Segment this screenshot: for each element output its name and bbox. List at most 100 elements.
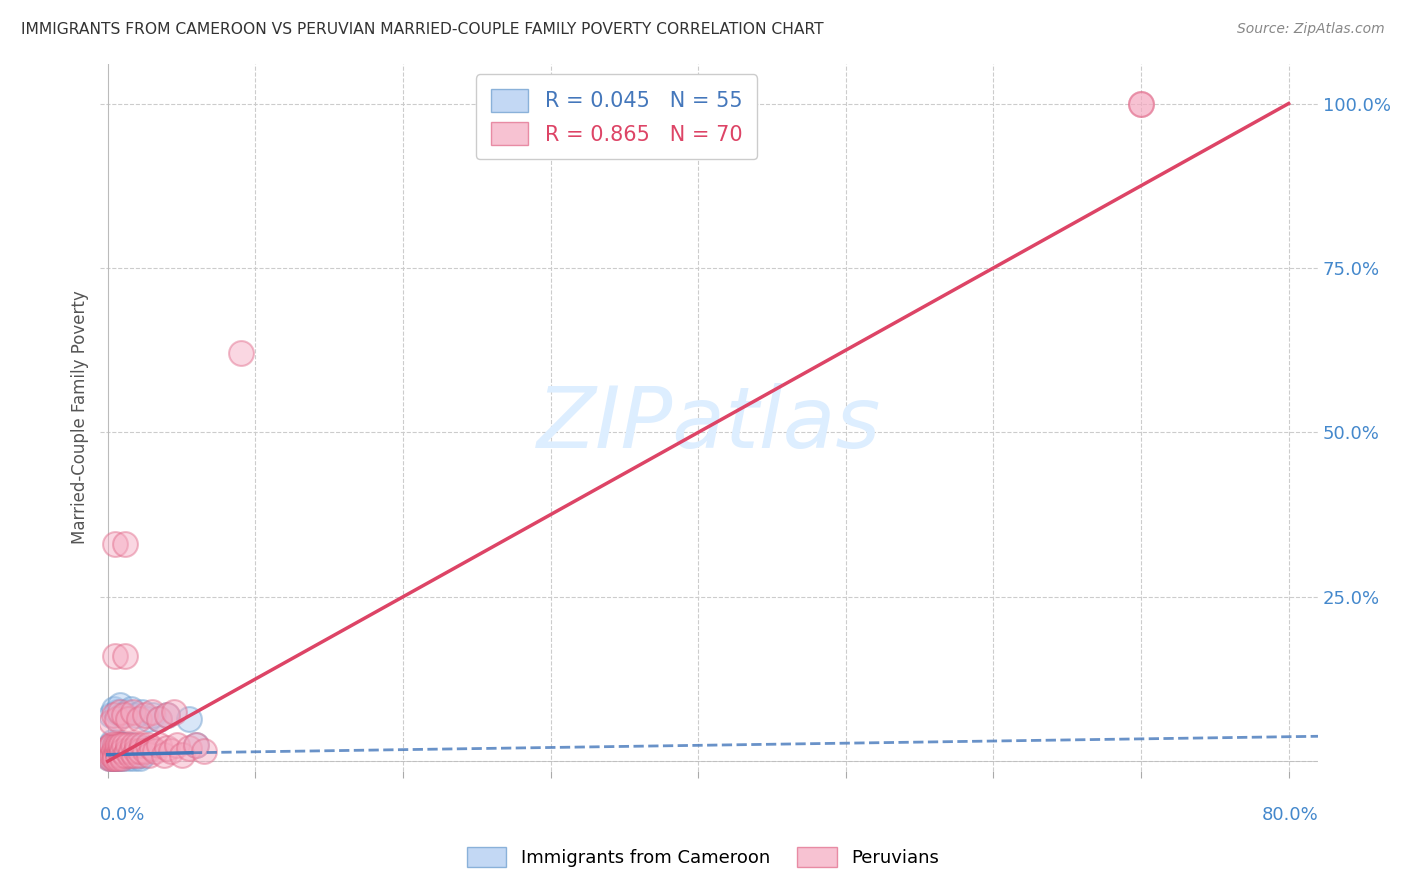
Point (170, 747, 193, 762)
Point (120, 701, 142, 715)
Point (100, 747, 122, 762)
Point (118, 744, 141, 758)
Point (100, 751, 122, 765)
Point (131, 738, 153, 752)
Point (120, 744, 142, 758)
Point (107, 738, 129, 752)
Point (124, 747, 146, 762)
Point (103, 751, 125, 765)
Point (125, 744, 148, 758)
Point (163, 705, 186, 719)
Point (111, 751, 134, 765)
Point (105, 744, 128, 758)
Point (121, 705, 143, 719)
Point (141, 705, 163, 719)
Point (103, 708, 125, 723)
Point (134, 744, 156, 758)
Point (129, 744, 152, 758)
Point (101, 734, 124, 748)
Point (124, 751, 146, 765)
Point (104, 648, 127, 663)
Y-axis label: Married-Couple Family Poverty: Married-Couple Family Poverty (72, 291, 89, 544)
Point (1130, 96, 1153, 111)
Point (110, 747, 132, 762)
Point (100, 751, 122, 765)
Point (117, 738, 139, 752)
Point (111, 708, 134, 723)
Point (100, 738, 122, 752)
Point (131, 744, 153, 758)
Point (103, 701, 125, 715)
Point (156, 708, 179, 723)
Point (105, 751, 128, 765)
Point (112, 738, 135, 752)
Point (101, 738, 124, 752)
Point (104, 738, 127, 752)
Point (141, 741, 163, 756)
Point (115, 705, 138, 719)
Point (105, 744, 128, 758)
Point (98, 751, 121, 765)
Point (105, 705, 128, 719)
Point (107, 747, 129, 762)
Point (117, 751, 139, 765)
Point (127, 738, 149, 752)
Point (148, 712, 170, 726)
Point (131, 705, 153, 719)
Point (111, 744, 134, 758)
Point (108, 744, 131, 758)
Point (104, 747, 127, 762)
Point (110, 738, 132, 752)
Point (121, 738, 143, 752)
Point (100, 714, 122, 729)
Point (105, 734, 128, 748)
Point (128, 741, 150, 756)
Point (104, 738, 127, 752)
Point (121, 747, 143, 762)
Point (118, 747, 141, 762)
Text: 80.0%: 80.0% (1261, 806, 1319, 824)
Point (98, 741, 121, 756)
Point (98, 741, 121, 756)
Point (114, 537, 136, 551)
Point (103, 751, 125, 765)
Text: IMMIGRANTS FROM CAMEROON VS PERUVIAN MARRIED-COUPLE FAMILY POVERTY CORRELATION C: IMMIGRANTS FROM CAMEROON VS PERUVIAN MAR… (21, 22, 824, 37)
Point (103, 747, 125, 762)
Point (153, 747, 176, 762)
Point (105, 712, 128, 726)
Point (100, 738, 122, 752)
Point (136, 738, 159, 752)
Point (101, 747, 124, 762)
Point (108, 751, 131, 765)
Point (115, 741, 138, 756)
Point (138, 747, 160, 762)
Point (160, 744, 183, 758)
Point (104, 751, 127, 765)
Point (104, 537, 127, 551)
Point (117, 712, 139, 726)
Point (166, 738, 188, 752)
Point (103, 744, 125, 758)
Point (125, 708, 148, 723)
Legend: R = 0.045   N = 55, R = 0.865   N = 70: R = 0.045 N = 55, R = 0.865 N = 70 (477, 74, 756, 160)
Point (104, 747, 127, 762)
Point (134, 741, 156, 756)
Point (156, 741, 179, 756)
Point (114, 747, 136, 762)
Point (136, 712, 159, 726)
Point (177, 712, 200, 726)
Point (129, 751, 152, 765)
Point (127, 747, 149, 762)
Point (110, 738, 132, 752)
Point (114, 648, 136, 663)
Point (101, 751, 124, 765)
Point (186, 738, 208, 752)
Point (148, 738, 170, 752)
Point (104, 751, 127, 765)
Text: 0.0%: 0.0% (100, 806, 146, 824)
Point (108, 738, 131, 752)
Point (101, 744, 124, 758)
Point (177, 741, 200, 756)
Point (103, 738, 125, 752)
Point (105, 738, 128, 752)
